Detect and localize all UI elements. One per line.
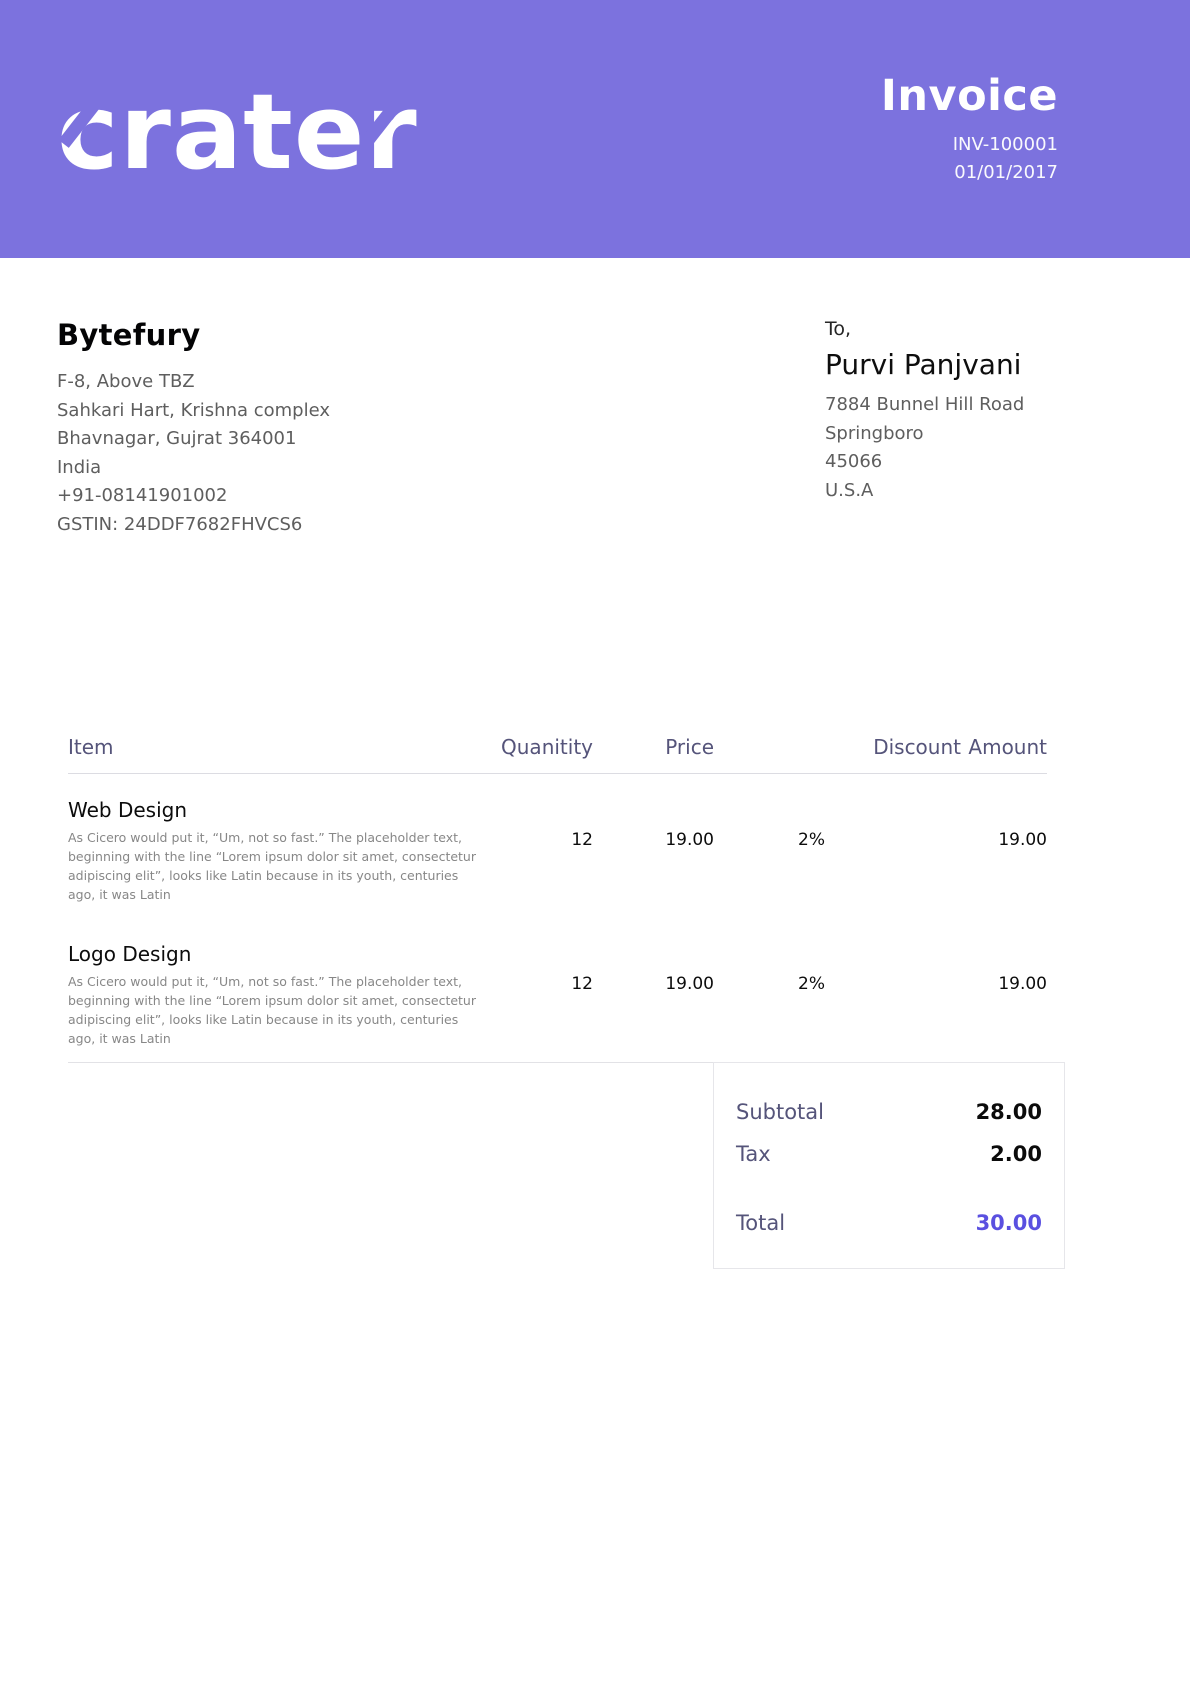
table-row: Logo Design As Cicero would put it, “Um,… [68, 918, 1047, 1062]
recipient-address-line: 7884 Bunnel Hill Road [825, 394, 1025, 415]
total-value: 30.00 [975, 1211, 1042, 1235]
company-address-line: Bhavnagar, Gujrat 364001 [57, 428, 297, 449]
item-amount: 19.00 [998, 974, 1047, 994]
item-quantity: 12 [571, 830, 593, 850]
item-description: As Cicero would put it, “Um, not so fast… [68, 974, 476, 1046]
recipient-address-line: 45066 [825, 451, 883, 472]
invoice-meta: Invoice INV-100001 01/01/2017 [881, 71, 1058, 187]
tax-row: Tax 2.00 [736, 1133, 1042, 1175]
company-gstin: GSTIN: 24DDF7682FHVCS6 [57, 513, 303, 535]
item-quantity: 12 [571, 974, 593, 994]
total-label: Total [736, 1211, 786, 1235]
item-name: Logo Design [68, 942, 192, 966]
recipient-address-line: U.S.A [825, 479, 874, 501]
invoice-date: 01/01/2017 [954, 162, 1058, 183]
item-amount: 19.00 [998, 830, 1047, 850]
table-row: Web Design As Cicero would put it, “Um, … [68, 774, 1047, 918]
subtotal-value: 28.00 [975, 1100, 1042, 1124]
tax-label: Tax [736, 1142, 771, 1166]
company-name: Bytefury [57, 318, 201, 352]
tax-value: 2.00 [990, 1142, 1042, 1166]
item-price: 19.00 [665, 830, 714, 850]
crater-logo-text: crater [57, 71, 418, 193]
company-address-line: India [57, 456, 102, 478]
item-price: 19.00 [665, 974, 714, 994]
company-block: Bytefury F-8, Above TBZ Sahkari Hart, Kr… [57, 318, 330, 539]
totals-gap [736, 1175, 1042, 1202]
recipient-address: 7884 Bunnel Hill Road Springboro 45066 U… [825, 391, 1133, 505]
parties-section: Bytefury F-8, Above TBZ Sahkari Hart, Kr… [0, 318, 1190, 539]
item-discount: 2% [798, 974, 825, 994]
total-row: Total 30.00 [736, 1202, 1042, 1244]
items-table: Item Quanitity Price Discount Amount Web… [68, 735, 1047, 1062]
item-description: As Cicero would put it, “Um, not so fast… [68, 830, 476, 902]
item-name: Web Design [68, 798, 188, 822]
item-cell: Logo Design As Cicero would put it, “Um,… [68, 942, 493, 1048]
subtotal-label: Subtotal [736, 1100, 824, 1124]
totals-divider [68, 1062, 713, 1269]
crater-logo: crater [57, 74, 418, 184]
column-header-item: Item [68, 735, 114, 759]
items-table-header: Item Quanitity Price Discount Amount [68, 735, 1047, 774]
totals-box: Subtotal 28.00 Tax 2.00 Total 30.00 [713, 1062, 1065, 1269]
company-address: F-8, Above TBZ Sahkari Hart, Krishna com… [57, 368, 330, 539]
company-address-line: Sahkari Hart, Krishna complex [57, 399, 331, 421]
recipient-address-line: Springboro [825, 422, 924, 444]
totals-section: Subtotal 28.00 Tax 2.00 Total 30.00 [68, 1062, 1065, 1269]
company-phone: +91-08141901002 [57, 485, 228, 506]
item-discount: 2% [798, 830, 825, 850]
recipient-block: To, Purvi Panjvani 7884 Bunnel Hill Road… [825, 318, 1133, 539]
company-address-line: F-8, Above TBZ [57, 371, 195, 392]
invoice-banner: crater Invoice INV-100001 01/01/2017 [0, 0, 1190, 258]
column-header-discount: Discount [873, 735, 961, 759]
invoice-title: Invoice [880, 71, 1058, 121]
item-cell: Web Design As Cicero would put it, “Um, … [68, 798, 493, 904]
subtotal-row: Subtotal 28.00 [736, 1091, 1042, 1133]
column-header-amount: Amount [968, 735, 1047, 759]
invoice-number: INV-100001 [952, 134, 1058, 155]
column-header-quantity: Quanitity [501, 735, 593, 759]
recipient-name: Purvi Panjvani [825, 348, 1022, 381]
recipient-to-label: To, [825, 318, 852, 340]
column-header-price: Price [665, 735, 714, 759]
